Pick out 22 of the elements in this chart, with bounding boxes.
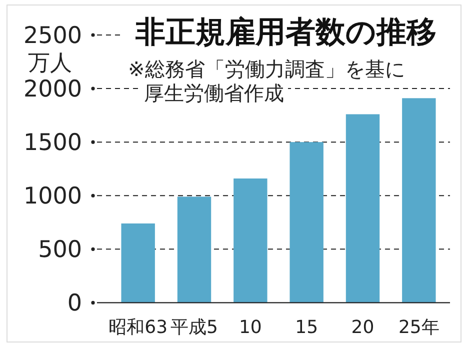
y-axis-title: 万人 — [28, 51, 72, 76]
bar — [121, 223, 155, 303]
annotation: ※総務省「労働力調査」を基に — [128, 57, 405, 81]
x-tick-label: 25年 — [398, 317, 440, 338]
y-tick-label: 0 — [67, 290, 82, 317]
x-tick-label: 20 — [351, 317, 374, 338]
bar — [234, 178, 268, 303]
bar — [346, 114, 380, 303]
bar — [290, 142, 324, 303]
x-tick-label: 平成5 — [170, 317, 218, 338]
bar — [402, 98, 436, 303]
y-tick-label: 2000 — [23, 76, 82, 103]
x-tick-label: 昭和63 — [108, 317, 168, 338]
y-tick-label: 500 — [38, 237, 82, 264]
y-tick-label: 1500 — [23, 130, 82, 156]
x-tick-label: 10 — [238, 317, 262, 338]
bar — [177, 196, 212, 303]
y-tick-label: 1000 — [23, 184, 82, 210]
y-tick-label: 2500 — [23, 23, 82, 49]
chart-title: 非正規雇用者数の推移 — [134, 15, 436, 50]
annotation: 厚生労働省作成 — [144, 81, 284, 105]
x-tick-label: 15 — [295, 317, 318, 338]
